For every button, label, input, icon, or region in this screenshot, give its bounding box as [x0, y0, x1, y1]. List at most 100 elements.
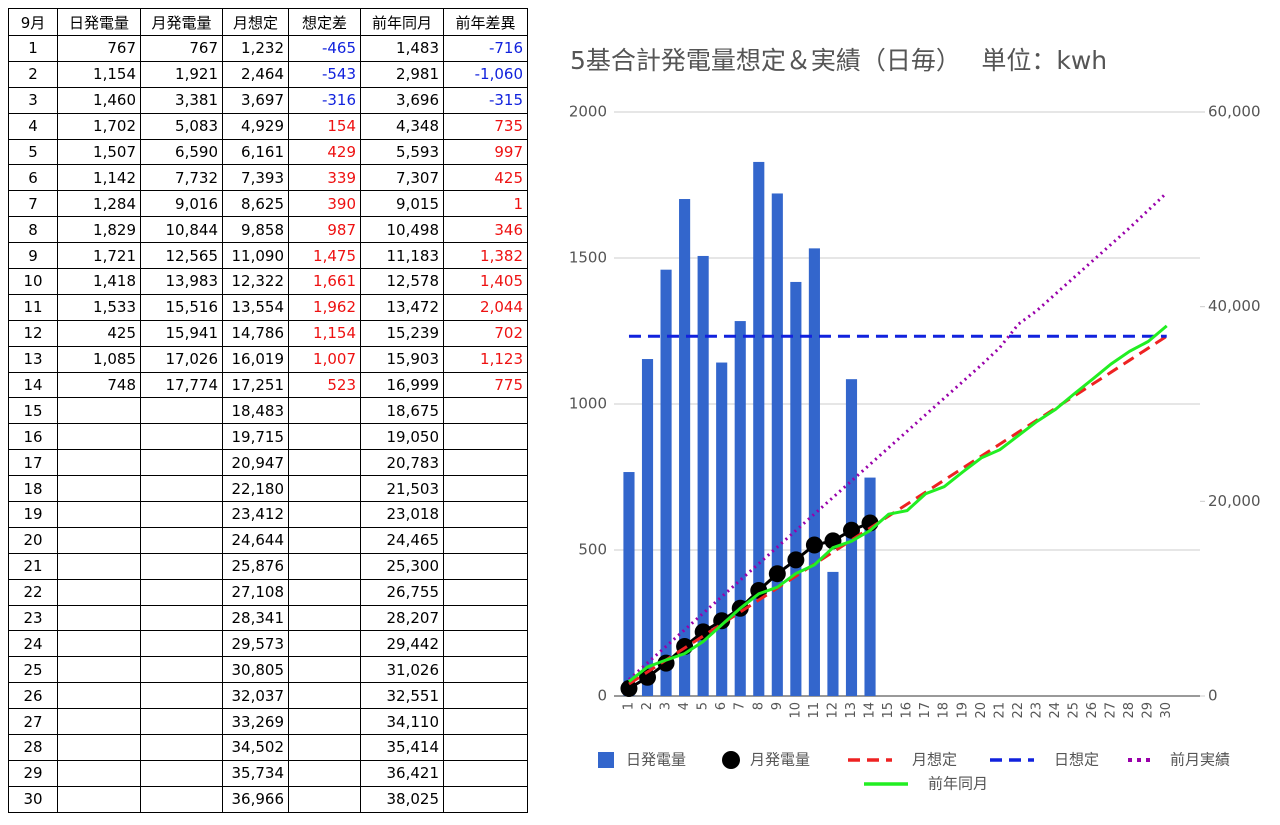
cell: 12,578: [360, 268, 444, 295]
cell: 10: [8, 268, 58, 295]
cell: 987: [288, 216, 361, 244]
cell: 20,947: [222, 449, 289, 477]
cell: 27,108: [222, 578, 289, 606]
cell: 1,142: [57, 164, 141, 192]
point: [842, 521, 860, 539]
cell: 26: [8, 682, 58, 710]
y2-tick-label: 0: [1208, 687, 1218, 705]
cell: 29,573: [222, 630, 289, 658]
cell: 前年差異: [443, 8, 528, 36]
cell: 15,239: [360, 319, 444, 347]
cell: 29,442: [360, 630, 444, 658]
row: 27 33,269 34,110: [8, 708, 528, 736]
y2-tick-label: 40,000: [1208, 297, 1261, 315]
cell: [443, 656, 528, 684]
cell: 日発電量: [57, 8, 141, 36]
x-tick-label: 9: [770, 702, 785, 710]
cell: 8: [8, 216, 58, 244]
x-tick-label: 20: [974, 702, 989, 719]
cell: 12: [8, 319, 58, 347]
legend-label: 月発電量: [750, 751, 810, 769]
x-tick-label: 11: [807, 702, 822, 719]
cell: 21,503: [360, 475, 444, 503]
cell: [140, 552, 223, 580]
cell: 1,962: [288, 293, 361, 321]
x-tick-label: 26: [1085, 702, 1100, 719]
cell: 1,483: [360, 35, 444, 62]
legend-label: 月想定: [912, 751, 957, 769]
row: 16 19,715 19,050: [8, 423, 528, 451]
series-line: [628, 324, 1168, 683]
row: 10 1,418 13,983 12,322 1,661 12,578 1,405: [8, 268, 528, 295]
cell: [443, 682, 528, 710]
y2-tick-label: 20,000: [1208, 492, 1261, 510]
cell: [140, 785, 223, 813]
y-tick-label: 1000: [569, 395, 607, 413]
cell: 30: [8, 785, 58, 813]
sheet-table: 9月 日発電量 月発電量 月想定 想定差 前年同月 前年差異 1 767 767 1,232 -465…: [8, 8, 528, 813]
cell: 346: [443, 216, 528, 244]
cell: 997: [443, 138, 528, 166]
cell: 9月: [8, 8, 58, 36]
cell: [288, 785, 361, 813]
bar: [827, 571, 839, 696]
cell: [443, 552, 528, 580]
cell: 16,999: [360, 371, 444, 399]
x-tick-label: 2: [640, 702, 655, 710]
row: 21 25,876 25,300: [8, 552, 528, 580]
cell: 33,269: [222, 708, 289, 736]
legend-label: 日発電量: [626, 751, 686, 769]
x-tick-label: 8: [751, 702, 766, 710]
legend-label: 前月実績: [1170, 751, 1230, 769]
header-row: 9月 日発電量 月発電量 月想定 想定差 前年同月 前年差異: [8, 8, 528, 36]
row: 30 36,966 38,025: [8, 785, 528, 813]
cell: [57, 578, 141, 606]
cell: -315: [443, 86, 528, 114]
cell: 2,464: [222, 60, 289, 88]
row: 19 23,412 23,018: [8, 501, 528, 528]
y2-tick-label: 60,000: [1208, 103, 1261, 121]
cell: [57, 604, 141, 632]
cell: 1,284: [57, 190, 141, 218]
cell: 13,983: [140, 268, 223, 295]
cell: 1,123: [443, 345, 528, 373]
cell: [57, 682, 141, 710]
cell: 390: [288, 190, 361, 218]
cell: 10,844: [140, 216, 223, 244]
cell: [57, 449, 141, 477]
point: [805, 536, 823, 554]
cell: 20: [8, 526, 58, 554]
x-tick-label: 22: [1011, 702, 1026, 719]
cell: 1,154: [288, 319, 361, 347]
cell: 13,554: [222, 293, 289, 321]
row: 28 34,502 35,414: [8, 734, 528, 761]
row: 23 28,341 28,207: [8, 604, 528, 632]
cell: 4,348: [360, 112, 444, 140]
cell: 27: [8, 708, 58, 736]
legend-label: 前年同月: [928, 775, 988, 793]
cell: 6,161: [222, 138, 289, 166]
x-tick-label: 12: [825, 702, 840, 719]
row: 7 1,284 9,016 8,625 390 9,015 1: [8, 190, 528, 218]
x-tick-label: 10: [788, 702, 803, 719]
cell: 15,903: [360, 345, 444, 373]
y-tick-label: 1500: [569, 249, 607, 267]
x-tick-label: 4: [677, 702, 692, 710]
row: 18 22,180 21,503: [8, 475, 528, 503]
x-tick-label: 30: [1159, 702, 1174, 719]
row: 12 425 15,941 14,786 1,154 15,239 702: [8, 319, 528, 347]
bar: [697, 255, 709, 696]
row: 11 1,533 15,516 13,554 1,962 13,472 2,044: [8, 293, 528, 321]
x-tick-label: 6: [714, 702, 729, 710]
row: 26 32,037 32,551: [8, 682, 528, 710]
cell: 18,675: [360, 397, 444, 425]
x-tick-label: 29: [1141, 702, 1156, 719]
x-tick-label: 7: [733, 702, 748, 710]
cell: 19,050: [360, 423, 444, 451]
row: 3 1,460 3,381 3,697 -316 3,696 -315: [8, 86, 528, 114]
bar: [623, 472, 635, 696]
cell: [140, 526, 223, 554]
cell: 4,929: [222, 112, 289, 140]
series-line: [627, 191, 1168, 681]
